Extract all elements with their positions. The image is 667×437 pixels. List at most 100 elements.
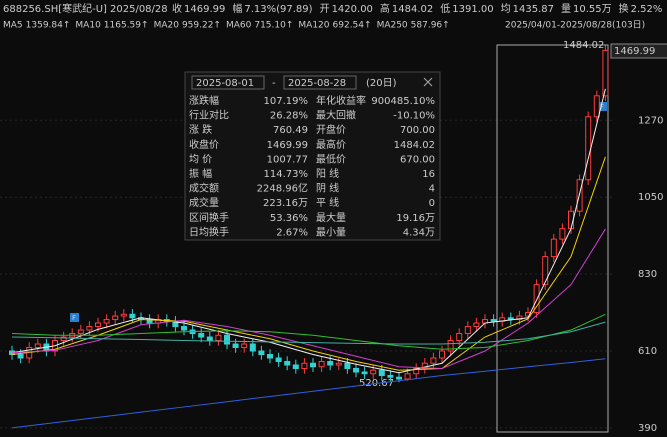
candle-body <box>361 371 368 375</box>
stat-value: 1484.02 <box>394 140 435 151</box>
candle-body <box>112 315 119 321</box>
f-marker: F <box>598 102 607 111</box>
y-tick-label: 610 <box>638 346 657 357</box>
header-label: 换 <box>619 2 629 15</box>
start-date: 2025-08-01 <box>196 78 254 89</box>
stat-value: 1007.77 <box>267 154 308 165</box>
candle-body <box>370 369 377 375</box>
legend-name: MA60 <box>226 21 252 31</box>
candle-body <box>490 319 497 322</box>
y-tick-label: 1050 <box>638 192 663 203</box>
stat-value: 760.49 <box>273 125 308 136</box>
stat-value: 700.00 <box>400 125 435 136</box>
legend-value: 692.54↑ <box>333 21 372 31</box>
header-value: 2.52% <box>631 4 663 15</box>
stat-label: 收盘价 <box>189 138 219 151</box>
candle-body <box>258 350 265 356</box>
date-input[interactable] <box>283 75 357 90</box>
svg-text:F: F <box>72 314 76 322</box>
price-tag <box>610 43 667 59</box>
days: (20日) <box>366 78 397 89</box>
candle-body <box>224 334 230 345</box>
candle-body <box>430 357 437 364</box>
legend-name: MA5 <box>3 21 23 31</box>
candle-body <box>103 319 110 324</box>
header-label: 低 <box>440 2 450 15</box>
candle-body <box>602 49 609 97</box>
candle-body <box>525 312 531 317</box>
stat-value: 2248.96亿 <box>257 182 308 195</box>
stat-label: 日均换手 <box>189 225 229 238</box>
candle-body <box>559 228 566 240</box>
stat-label: 行业对比 <box>189 109 229 122</box>
stat-label: 开盘价 <box>316 123 346 136</box>
candle-body <box>404 373 411 380</box>
svg-text:F: F <box>600 103 604 111</box>
candle-body <box>353 367 359 373</box>
candle-body <box>550 238 557 258</box>
header-value: 1469.99 <box>184 4 225 15</box>
candle-body <box>593 95 600 118</box>
stat-value: 16 <box>422 169 435 180</box>
candle-body <box>292 364 299 369</box>
header: 688256.SH[寒武纪-U] 2025/08/28 2025/04/01-2… <box>3 2 645 31</box>
close-button[interactable] <box>423 77 433 87</box>
candle-body <box>378 369 385 376</box>
stat-value: 107.19% <box>264 96 309 107</box>
stat-value: 0 <box>429 198 435 209</box>
legend-name: MA10 <box>75 21 101 31</box>
stat-label: 成交额 <box>189 182 219 195</box>
stat-value: 223.16万 <box>263 198 308 209</box>
stats-box: 2025-08-01 - 2025-08-28 (20日) 涨跌幅 107.19% 年化收益… <box>184 71 441 241</box>
y-tick-label: 830 <box>638 269 657 280</box>
ma-line <box>11 88 606 374</box>
stat-label: 最大回撤 <box>316 109 356 122</box>
candle-body <box>215 334 222 342</box>
ma-line <box>11 228 606 369</box>
stock-code: 688256.SH[寒武纪-U] <box>3 2 107 15</box>
stat-label: 最高价 <box>316 138 346 151</box>
header-label: 收 <box>172 2 182 15</box>
stat-label: 平 线 <box>316 196 339 209</box>
stat-value: 114.73% <box>264 169 309 180</box>
candle-body <box>447 340 454 352</box>
candle-body <box>301 362 308 369</box>
stat-label: 涨跌幅 <box>189 94 219 107</box>
legend-name: MA250 <box>377 21 408 31</box>
stat-label: 区间换手 <box>189 211 229 224</box>
stat-value: 1469.99 <box>267 140 308 151</box>
candle-body <box>310 362 316 368</box>
candle-body <box>95 322 101 328</box>
candle-body <box>318 360 325 368</box>
stats-panel <box>184 71 441 241</box>
range: 2025/04/01-2025/08/28(103日) <box>505 20 645 31</box>
header-label: 幅 <box>232 2 242 15</box>
candle-body <box>533 284 540 314</box>
stat-label: 成交量 <box>189 196 219 209</box>
stat-label: 最大量 <box>316 211 346 224</box>
candle-body <box>86 326 93 331</box>
stat-value: 4 <box>429 184 435 195</box>
stat-value: 19.16万 <box>396 213 435 224</box>
stat-label: 阴 线 <box>316 182 339 195</box>
ma-line <box>11 313 606 350</box>
header-value: 7.13%(97.89) <box>244 4 312 15</box>
candle-body <box>120 313 127 317</box>
stat-value: 670.00 <box>400 154 435 165</box>
legend-value: 1359.84↑ <box>26 21 71 31</box>
candle-body <box>387 374 394 378</box>
legend-value: 715.10↑ <box>254 21 293 31</box>
stat-value: 4.34万 <box>403 227 435 238</box>
candle-body <box>516 315 523 321</box>
candle-body <box>284 360 291 366</box>
header-value: 1420.00 <box>332 4 373 15</box>
stat-value: 900485.10% <box>371 96 435 107</box>
stat-label: 均 价 <box>189 153 212 165</box>
legend-name: MA20 <box>154 21 180 31</box>
candle-body <box>232 343 239 349</box>
candle-body <box>241 343 248 349</box>
date-input[interactable] <box>191 75 265 90</box>
header-label: 量 <box>561 3 571 15</box>
ma-line <box>11 156 606 371</box>
